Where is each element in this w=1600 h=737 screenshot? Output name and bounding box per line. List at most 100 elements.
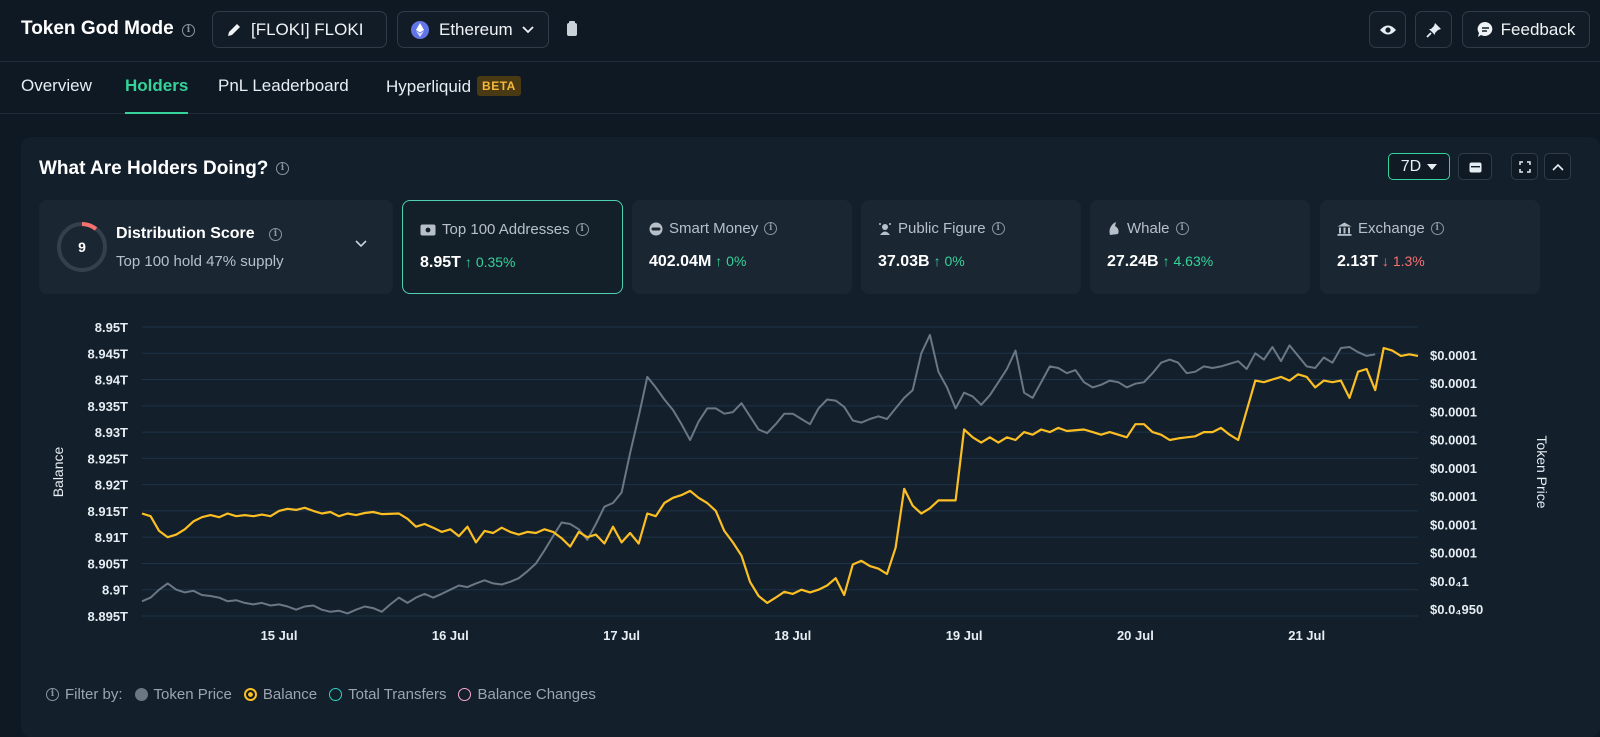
chevron-down-icon <box>522 25 534 33</box>
y2-tick-label: $0.0001 <box>1430 404 1477 419</box>
app-title: Token God Mode <box>21 18 174 39</box>
legend-dot <box>458 688 472 701</box>
y2-tick-label: $0.0₄1 <box>1430 574 1469 589</box>
card-value-text: 27.24B <box>1107 253 1159 270</box>
card-value-text: 37.03B <box>878 253 930 270</box>
y2-tick-label: $0.0001 <box>1430 489 1477 504</box>
filter-item-label: Token Price <box>153 686 232 703</box>
change-up: ↑ 4.63% <box>1162 253 1214 269</box>
card-value-text: 8.95T <box>420 254 461 271</box>
score-value: 9 <box>78 239 86 255</box>
tab-overview[interactable]: Overview <box>21 76 92 95</box>
tab-bar: Overview Holders PnL Leaderboard Hyperli… <box>0 62 1600 114</box>
card-label: Smart Money i <box>649 220 778 237</box>
card-top-100-addresses[interactable]: Top 100 Addresses i 8.95T ↑ 0.35% <box>402 200 623 294</box>
filter-balance-changes[interactable]: Balance Changes <box>458 686 596 703</box>
card-change-text: 0% <box>726 253 747 269</box>
filter-item-label: Balance <box>262 686 318 703</box>
beta-badge: BETA <box>477 76 521 96</box>
filter-item-label: Total Transfers <box>348 686 447 703</box>
info-icon[interactable]: i <box>46 688 59 701</box>
panel-title: What Are Holders Doing? <box>39 158 269 179</box>
pin-icon <box>1425 22 1441 38</box>
calendar-icon <box>1469 162 1481 172</box>
tab-pnl-leaderboard[interactable]: PnL Leaderboard <box>218 76 349 95</box>
holders-panel: What Are Holders Doing? i 7D 9 Distribut… <box>21 137 1600 737</box>
info-icon[interactable]: i <box>1175 222 1189 235</box>
card-change-text: 0.35% <box>475 254 516 270</box>
card-label-text: Top 100 Addresses <box>442 221 570 238</box>
fullscreen-button[interactable] <box>1511 153 1538 180</box>
card-smart-money[interactable]: Smart Money i 402.04M ↑ 0% <box>632 200 852 294</box>
info-icon[interactable]: i <box>276 162 289 175</box>
pin-button[interactable] <box>1415 11 1452 48</box>
card-change-text: 1.3% <box>1392 253 1425 269</box>
range-selector[interactable]: 7D <box>1388 153 1450 180</box>
y-tick-label: 8.895T <box>88 609 129 624</box>
wallet-icon <box>420 224 436 235</box>
tab-holders[interactable]: Holders <box>125 76 189 114</box>
change-up: ↑ 0% <box>715 253 747 269</box>
card-value: 8.95T ↑ 0.35% <box>420 254 516 272</box>
tab-hyperliquid-label: Hyperliquid <box>386 77 472 96</box>
card-value: 2.13T ↓ 1.3% <box>1337 253 1425 271</box>
x-tick-label: 17 Jul <box>603 628 640 643</box>
x-tick-label: 16 Jul <box>432 628 469 643</box>
card-change-text: 0% <box>944 253 965 269</box>
pencil-icon <box>228 23 240 36</box>
x-tick-label: 18 Jul <box>774 628 811 643</box>
distribution-title: Distribution Score <box>116 225 255 242</box>
info-icon[interactable]: i <box>991 222 1005 235</box>
eye-icon <box>1379 25 1396 34</box>
filter-balance[interactable]: Balance <box>243 686 318 703</box>
y-tick-label: 8.91T <box>95 530 128 545</box>
collapse-button[interactable] <box>1544 153 1571 180</box>
feedback-button[interactable]: Feedback <box>1462 11 1590 48</box>
legend-dot <box>243 688 257 701</box>
watch-button[interactable] <box>1369 11 1406 48</box>
tab-hyperliquid[interactable]: Hyperliquid BETA <box>386 76 521 114</box>
legend-dot <box>329 688 343 701</box>
y-axis-label: Balance <box>50 446 66 497</box>
info-icon[interactable]: i <box>269 228 282 241</box>
filter-total-transfers[interactable]: Total Transfers <box>329 686 446 703</box>
info-icon[interactable]: i <box>575 223 589 236</box>
y2-tick-label: $0.0001 <box>1430 517 1477 532</box>
y-tick-label: 8.92T <box>95 478 128 493</box>
card-label: Exchange i <box>1337 220 1444 237</box>
series-line-token-price <box>141 333 1376 615</box>
card-exchange[interactable]: Exchange i 2.13T ↓ 1.3% <box>1320 200 1540 294</box>
x-tick-label: 15 Jul <box>261 628 298 643</box>
info-icon[interactable]: i <box>764 222 778 235</box>
x-tick-label: 19 Jul <box>946 628 983 643</box>
card-value-text: 2.13T <box>1337 253 1378 270</box>
card-value-text: 402.04M <box>649 253 712 270</box>
chevron-down-icon[interactable] <box>355 240 367 248</box>
holders-chart[interactable]: 8.95T 8.945T 8.94T 8.935T 8.93T 8.925T 8.92T 8.… <box>0 315 1600 645</box>
top-bar: Token God Mode i [FLOKI] FLOKI Ethereum … <box>0 0 1600 62</box>
card-value: 37.03B ↑ 0% <box>878 253 965 271</box>
y-tick-label: 8.9T <box>102 583 128 598</box>
chain-label: Ethereum <box>439 19 513 39</box>
range-label: 7D <box>1400 157 1422 175</box>
filter-token-price[interactable]: Token Price <box>134 686 232 703</box>
calendar-button[interactable] <box>1458 153 1492 180</box>
ethereum-icon <box>411 20 429 39</box>
whale-icon <box>1109 222 1119 235</box>
distribution-score-card[interactable]: 9 Distribution Score i Top 100 hold 47% … <box>39 200 393 294</box>
card-label-text: Smart Money <box>669 220 759 237</box>
chat-bubble-icon <box>1477 21 1492 37</box>
chain-selector[interactable]: Ethereum <box>397 11 549 48</box>
card-public-figure[interactable]: Public Figure i 37.03B ↑ 0% <box>861 200 1081 294</box>
filter-label: i Filter by: <box>46 686 123 703</box>
card-label: Public Figure i <box>878 220 1005 237</box>
info-icon[interactable]: i <box>1430 222 1444 235</box>
token-selector[interactable]: [FLOKI] FLOKI <box>212 11 387 48</box>
info-icon[interactable]: i <box>182 24 195 37</box>
score-ring <box>57 222 107 272</box>
caret-down-icon <box>1427 163 1438 170</box>
card-value: 27.24B ↑ 4.63% <box>1107 253 1213 271</box>
card-whale[interactable]: Whale i 27.24B ↑ 4.63% <box>1090 200 1310 294</box>
series-line-balance <box>141 346 1419 604</box>
copy-icon[interactable] <box>566 21 578 38</box>
